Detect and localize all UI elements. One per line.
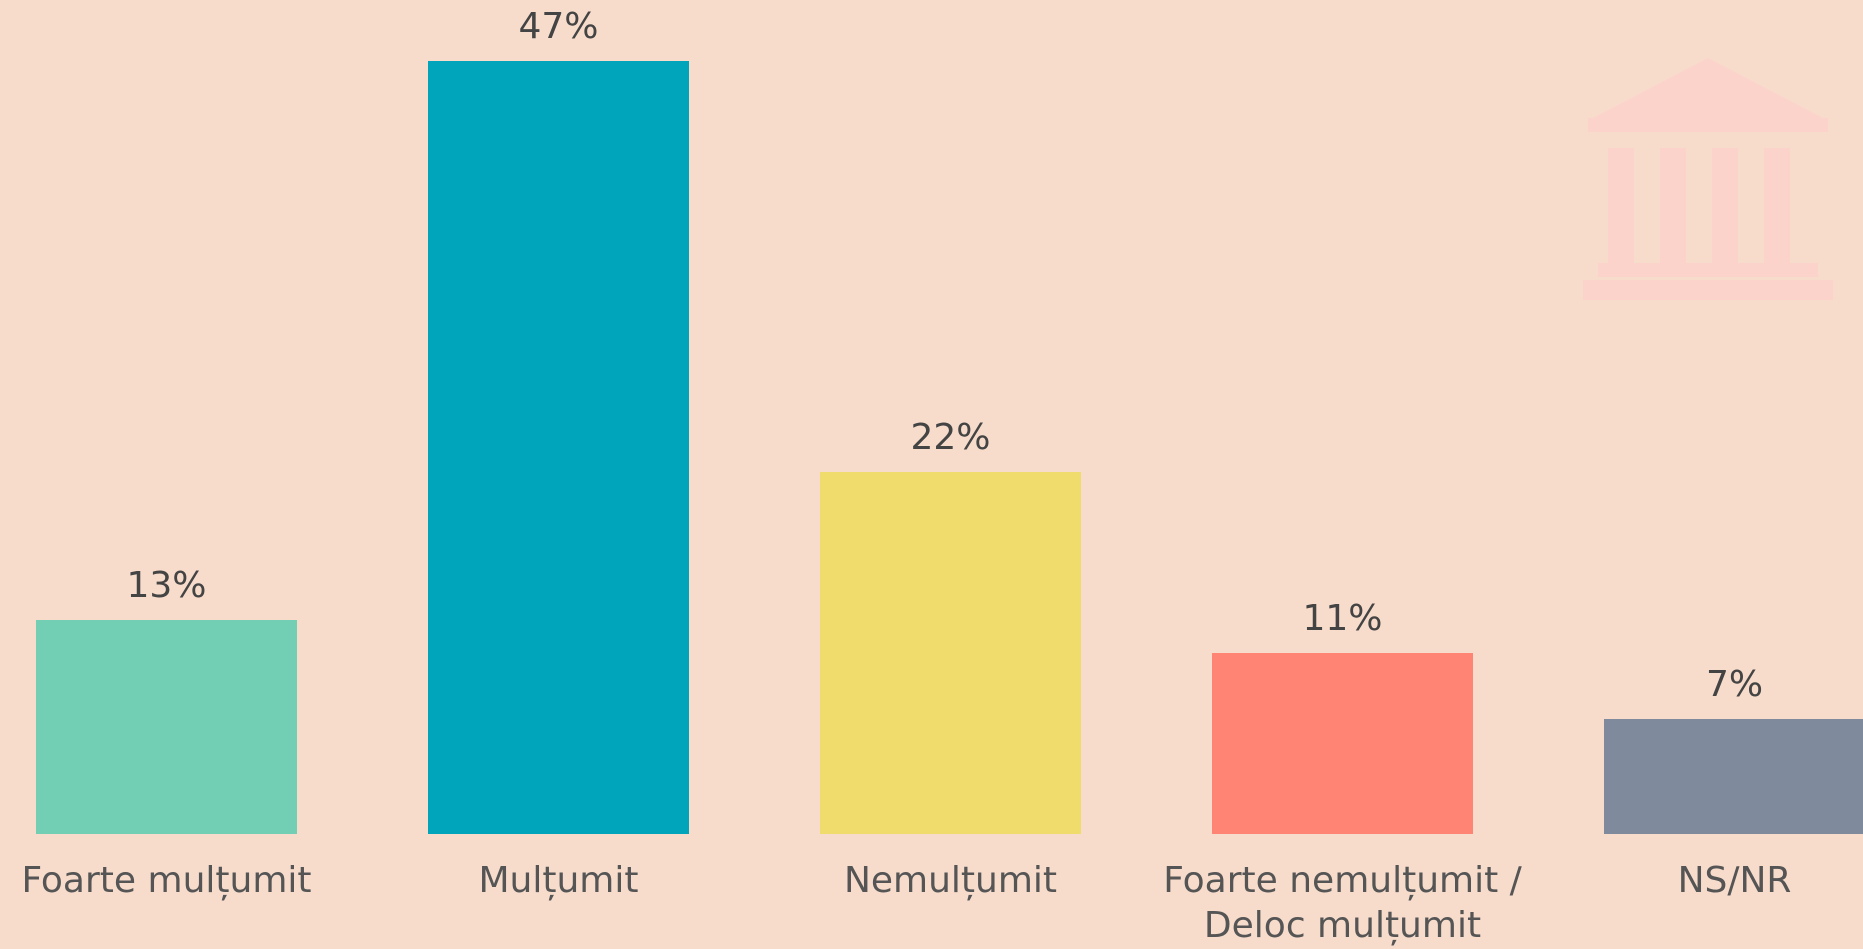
category-label: NS/NR	[1677, 860, 1792, 901]
category-label: Foarte mulțumit	[21, 860, 312, 901]
category-label: Foarte nemulțumit / Deloc mulțumit	[1163, 860, 1522, 946]
bar	[428, 61, 689, 834]
bar	[820, 472, 1081, 834]
value-label: 13%	[126, 565, 207, 607]
value-label: 47%	[518, 6, 599, 47]
bar	[1212, 653, 1473, 834]
building-icon	[1583, 58, 1833, 300]
value-label: 22%	[910, 417, 991, 459]
category-label: Nemulțumit	[843, 860, 1058, 901]
value-label: 11%	[1302, 598, 1383, 640]
value-label: 7%	[1705, 663, 1764, 705]
category-label: Mulțumit	[478, 860, 639, 901]
bar	[1604, 718, 1863, 834]
bar	[36, 620, 297, 834]
